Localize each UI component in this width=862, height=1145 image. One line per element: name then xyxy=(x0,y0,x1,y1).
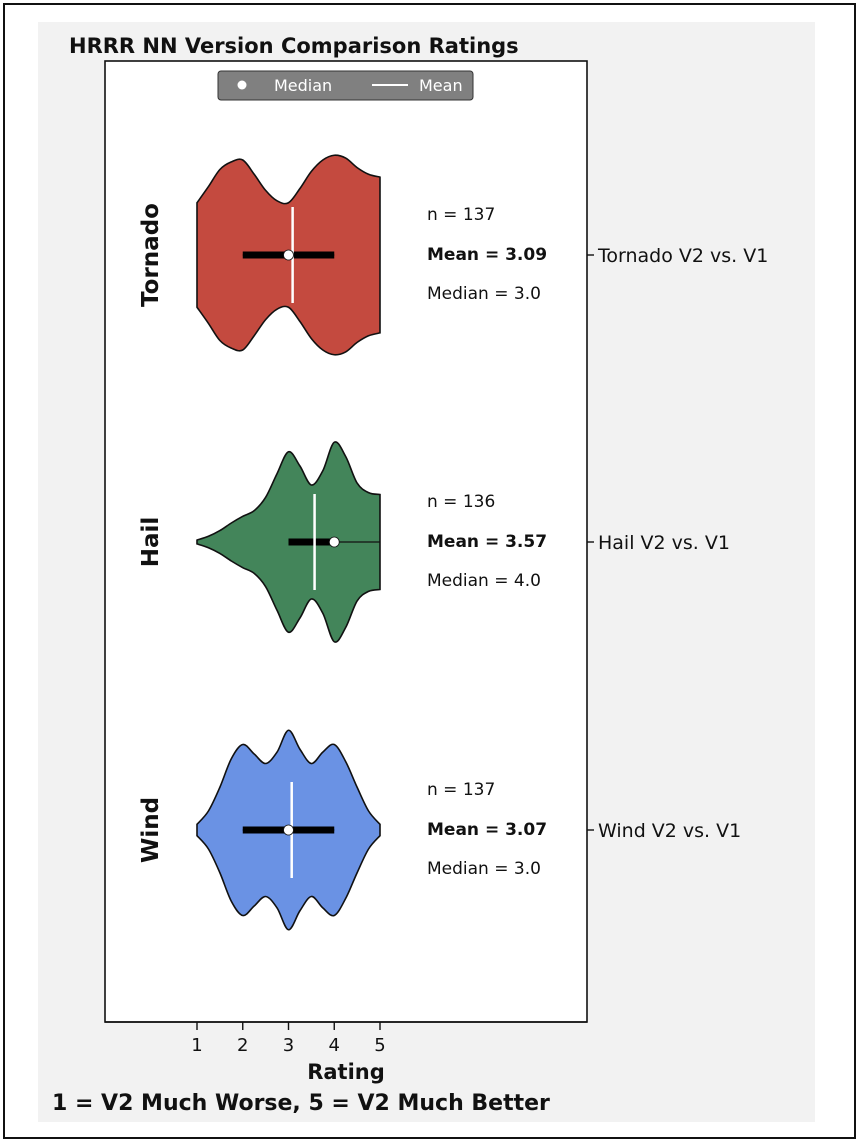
x-tick-label: 2 xyxy=(237,1035,248,1056)
stat-n: n = 137 xyxy=(427,205,495,225)
stat-mean: Mean = 3.09 xyxy=(427,245,547,265)
row-label-wind: Wind xyxy=(138,797,164,863)
legend-mean-label: Mean xyxy=(419,76,463,95)
stat-mean: Mean = 3.07 xyxy=(427,820,547,840)
stat-median: Median = 3.0 xyxy=(427,284,541,304)
stat-mean: Mean = 3.57 xyxy=(427,532,547,552)
stat-n: n = 136 xyxy=(427,492,495,512)
comparison-label-wind: Wind V2 vs. V1 xyxy=(598,820,741,842)
comparison-label-hail: Hail V2 vs. V1 xyxy=(598,532,730,554)
violin-group-hail: Hail n = 136 Mean = 3.57 Median = 4.0 Hail V… xyxy=(138,441,730,643)
median-dot xyxy=(283,249,294,261)
x-axis-label: Rating xyxy=(307,1060,385,1084)
stat-median: Median = 3.0 xyxy=(427,859,541,879)
comparison-label-tornado: Tornado V2 vs. V1 xyxy=(597,245,768,267)
row-label-hail: Hail xyxy=(138,517,164,568)
row-label-tornado: Tornado xyxy=(138,203,164,307)
x-tick-label: 4 xyxy=(329,1035,340,1056)
rating-scale-caption: 1 = V2 Much Worse, 5 = V2 Much Better xyxy=(52,1091,550,1116)
stat-n: n = 137 xyxy=(427,780,495,800)
violins-layer: Tornado n = 137 Mean = 3.09 Median = 3.0 Tor… xyxy=(138,154,768,931)
x-axis: 1 2 3 4 5 xyxy=(105,1021,587,1056)
stat-median: Median = 4.0 xyxy=(427,571,541,591)
legend-box xyxy=(217,70,474,101)
median-dot xyxy=(283,824,294,836)
x-tick-label: 3 xyxy=(283,1035,294,1056)
chart-title: HRRR NN Version Comparison Ratings xyxy=(69,34,519,58)
legend-median-marker xyxy=(237,80,247,90)
x-tick-label: 5 xyxy=(374,1035,385,1056)
x-tick-label: 1 xyxy=(191,1035,202,1056)
legend-median-label: Median xyxy=(274,76,332,95)
legend: Median Mean xyxy=(217,70,474,101)
median-dot xyxy=(328,536,340,548)
violin-group-wind: Wind n = 137 Mean = 3.07 Median = 3.0 Wind V… xyxy=(138,729,741,931)
violin-group-tornado: Tornado n = 137 Mean = 3.09 Median = 3.0 Tor… xyxy=(138,154,768,356)
